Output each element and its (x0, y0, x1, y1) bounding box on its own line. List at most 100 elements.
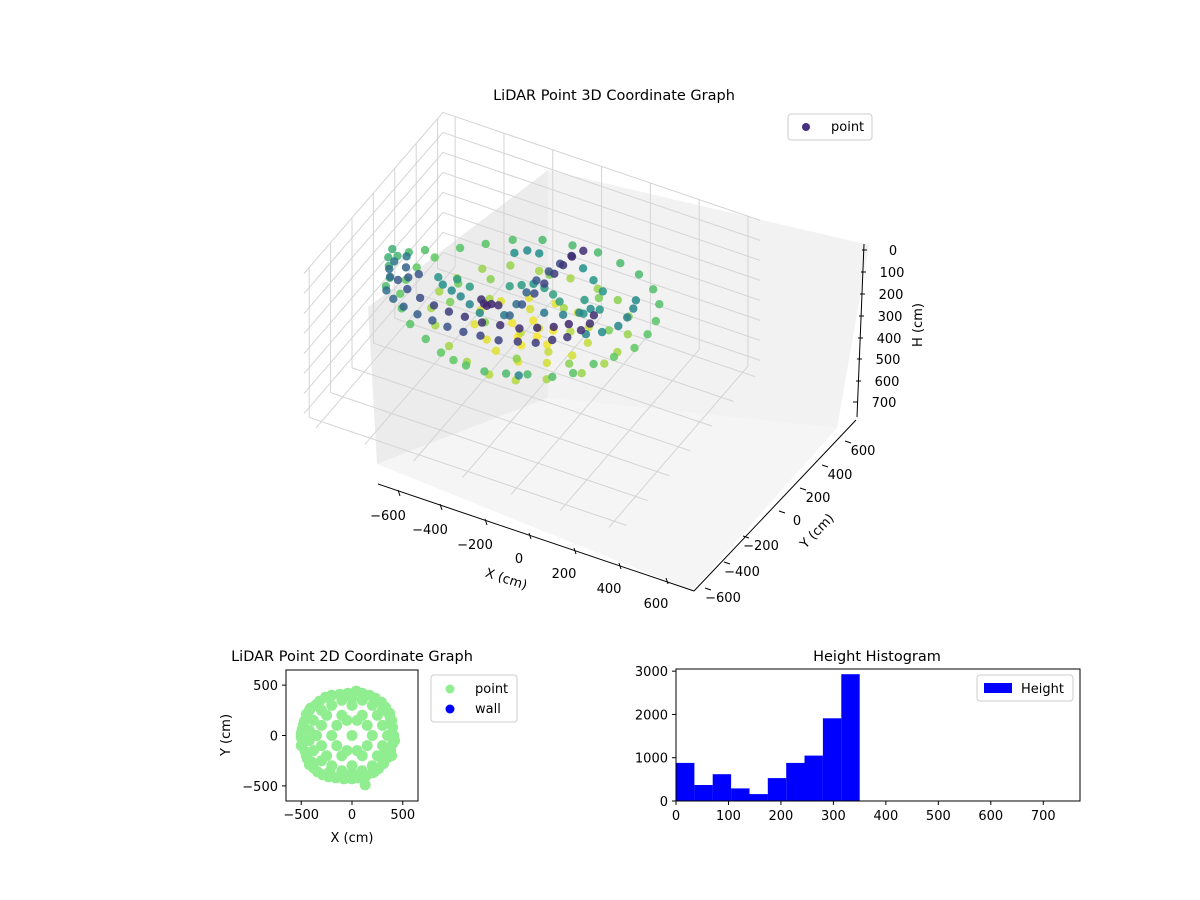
point-3d (385, 264, 394, 274)
legend-3d-marker (802, 123, 810, 131)
point-2d (380, 745, 391, 757)
point-2d (331, 719, 343, 731)
point-3d (564, 319, 573, 329)
point-3d (512, 354, 521, 363)
point-2d (366, 730, 378, 741)
point-3d (404, 273, 413, 282)
point-3d (477, 318, 487, 327)
x-tick-label-3d: −200 (457, 538, 493, 553)
point-3d (406, 319, 415, 329)
point-3d (576, 326, 586, 335)
point-3d (505, 282, 514, 291)
point-2d (316, 740, 327, 752)
3d-x-ticks: −600 −400 −200 0 200 400 600 (370, 489, 669, 612)
point-2d (368, 766, 380, 778)
point-3d (414, 270, 423, 279)
y-tick-label-3d: 400 (828, 468, 853, 483)
point-3d (390, 257, 399, 266)
z-tick-label-3d: 500 (876, 353, 901, 368)
point-3d (434, 273, 443, 282)
point-2d (377, 719, 388, 731)
legend-histogram-swatch (984, 683, 1012, 693)
point-2d (346, 730, 358, 741)
histogram-bar (841, 674, 860, 801)
legend-histogram: Height (976, 674, 1074, 702)
chart-2d-title: LiDAR Point 2D Coordinate Graph (231, 649, 473, 665)
point-3d (614, 321, 623, 331)
point-3d (385, 272, 395, 281)
z-tick-label-3d: 400 (877, 332, 902, 347)
point-3d (538, 235, 547, 245)
2d-point-cloud (295, 685, 401, 791)
plot-area-histogram (675, 668, 1081, 802)
point-3d (456, 292, 465, 301)
point-3d (429, 301, 439, 310)
point-2d (341, 714, 353, 726)
point-2d (346, 767, 358, 779)
z-tick-label-3d: 600 (875, 375, 900, 390)
point-3d (476, 331, 485, 340)
point-3d (598, 287, 607, 296)
histogram-bar (749, 794, 768, 801)
back-wall-right (548, 170, 869, 428)
point-3d (563, 333, 572, 342)
point-3d (623, 330, 632, 339)
point-3d (600, 359, 609, 368)
3d-panes (368, 170, 869, 591)
point-3d (567, 252, 577, 261)
point-2d (377, 704, 388, 716)
z-tick-label-3d: 300 (878, 310, 903, 325)
point-3d (540, 279, 549, 288)
point-3d (508, 235, 517, 245)
z-axis-label-3d: H (cm) (911, 303, 926, 347)
2d-ticks: −500 0 500 500 0 −500 (242, 679, 415, 823)
histogram-title: Height Histogram (813, 649, 941, 665)
x-axis-label-2d: X (cm) (331, 831, 374, 846)
point-3d (447, 286, 456, 295)
point-2d (316, 719, 327, 731)
point-3d (412, 263, 421, 272)
point-3d (529, 316, 538, 325)
y-tick-label-histogram: 2000 (635, 708, 668, 723)
z-tick-label-3d: 200 (879, 288, 904, 303)
point-3d (465, 300, 474, 309)
y-tick-label-histogram: 0 (660, 795, 668, 810)
point-3d (585, 319, 595, 328)
point-3d (460, 312, 470, 321)
3d-y-ticks: −600 −400 −200 0 200 400 600 (704, 440, 876, 606)
point-3d (548, 372, 557, 382)
y-tick-label-3d: −400 (724, 565, 760, 580)
point-3d (517, 280, 526, 290)
point-3d (634, 270, 644, 279)
scatter-3d-chart: LiDAR Point 3D Coordinate Graph −600 −400… (303, 88, 926, 612)
point-3d (455, 243, 465, 253)
x-tick-label-3d: 200 (552, 567, 577, 582)
y-tick-label-3d: 600 (851, 444, 876, 459)
point-2d (303, 735, 315, 746)
z-tick-label-3d: 0 (889, 244, 897, 259)
y-tick-label-2d: 500 (253, 679, 278, 694)
point-3d (535, 249, 544, 258)
point-3d (548, 335, 557, 345)
point-3d (506, 261, 515, 270)
x-tick-label-histogram: 300 (821, 809, 846, 824)
point-3d (402, 252, 411, 261)
point-2d (336, 765, 348, 777)
point-2d (326, 699, 338, 711)
point-3d (505, 311, 514, 320)
point-2d (356, 765, 368, 777)
point-3d (542, 358, 552, 368)
x-tick-label-3d: −600 (370, 509, 406, 524)
point-3d (651, 316, 661, 326)
point-3d (609, 352, 619, 362)
y-axis-label-2d: Y (cm) (219, 714, 234, 757)
point-3d (579, 246, 588, 255)
point-3d (443, 322, 452, 331)
point-2d (385, 714, 397, 726)
point-3d (649, 285, 658, 294)
point-3d (568, 351, 577, 360)
histogram-bar (731, 788, 750, 801)
point-3d (430, 253, 439, 262)
point-2d (359, 779, 371, 791)
point-3d (403, 284, 412, 294)
